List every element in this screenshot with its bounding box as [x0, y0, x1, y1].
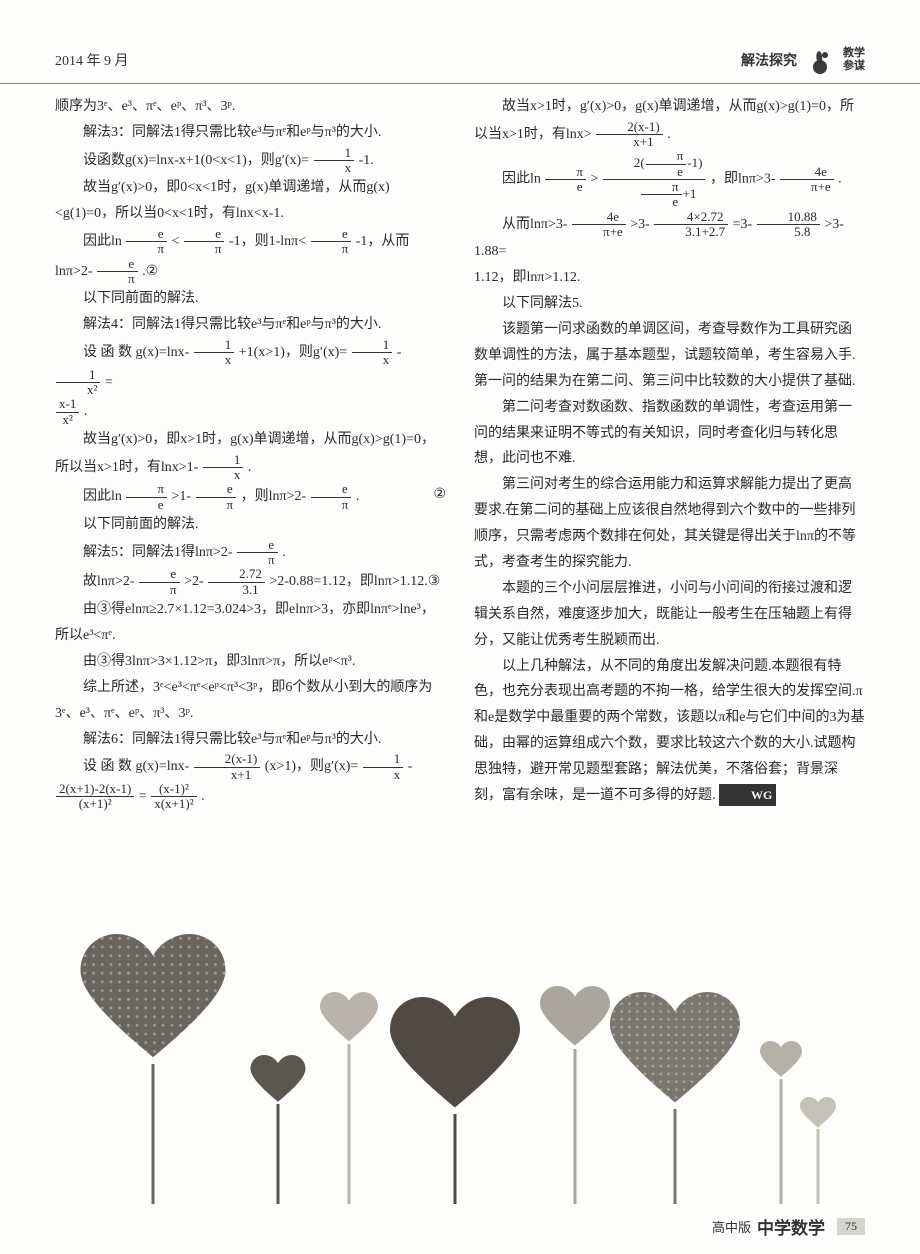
heart-item: [80, 934, 225, 1205]
page-footer: 高中版 中学数学 75: [712, 1214, 865, 1239]
fraction: 4×2.723.1+2.7: [654, 210, 728, 240]
header-tags: 教学 参谋: [843, 47, 865, 73]
hearts-decoration: [40, 944, 880, 1204]
text-line: 因此ln πe > 2(πe-1) πe+1 ，即lnπ>3- 4eπ+e .: [474, 149, 865, 209]
header-right: 解法探究 教学 参谋: [741, 45, 865, 75]
fraction: eπ: [237, 538, 278, 568]
text-paragraph: 本题的三个小问层层推进，小问与小问间的衔接过渡和逻辑关系自然，难度逐步加大，既能…: [474, 576, 865, 654]
text-line: 故当x>1时，g′(x)>0，g(x)单调递增，从而g(x)>g(1)=0，所以…: [474, 94, 865, 149]
fraction: eπ: [196, 482, 237, 512]
text-line: 解法6：同解法1得只需比较e³与πᵉ和eᵖ与π³的大小.: [55, 727, 446, 753]
text-line: 2(x+1)-2(x-1)(x+1)² = (x-1)²x(x+1)² .: [55, 782, 446, 812]
text-line: 设 函 数 g(x)=lnx- 2(x-1)x+1 (x>1)，则g′(x)= …: [55, 752, 446, 782]
text-line: 解法3：同解法1得只需比较e³与πᵉ和eᵖ与π³的大小.: [55, 120, 446, 146]
text-line: 设 函 数 g(x)=lnx- 1x +1(x>1)，则g′(x)= 1x - …: [55, 338, 446, 397]
heart-stem: [151, 1064, 154, 1204]
fraction: 2.723.1: [208, 567, 265, 597]
heart-item: [540, 986, 610, 1204]
page-header: 2014 年 9 月 解法探究 教学 参谋: [0, 0, 920, 84]
text-line: 以下同解法5.: [474, 291, 865, 317]
fraction: 1x: [352, 338, 393, 368]
right-column: 故当x>1时，g′(x)>0，g(x)单调递增，从而g(x)>g(1)=0，所以…: [474, 94, 865, 812]
heart-icon: [800, 1097, 836, 1129]
heart-item: [800, 1097, 836, 1204]
heart-item: [390, 997, 520, 1204]
fraction: x-1x²: [56, 397, 79, 427]
fraction: 1x²: [56, 368, 100, 398]
text-line: 故lnπ>2- eπ >2- 2.723.1 >2-0.88=1.12，即lnπ…: [55, 567, 446, 597]
fraction: eπ: [126, 227, 167, 257]
text-line: 因此ln eπ < eπ -1，则1-lnπ< eπ -1，从而lnπ>2- e…: [55, 227, 446, 286]
fraction: 10.885.8: [757, 210, 820, 240]
text-paragraph: 该题第一问求函数的单调区间，考查导数作为工具研究函数单调性的方法，属于基本题型，…: [474, 317, 865, 395]
fraction: 2(x+1)-2(x-1)(x+1)²: [56, 782, 134, 812]
text-line: 因此ln πe >1- eπ ，则lnπ>2- eπ . ②: [55, 482, 446, 512]
fraction: eπ: [97, 257, 138, 287]
heart-icon: [320, 992, 378, 1044]
text-line: 设函数g(x)=lnx-x+1(0<x<1)，则g′(x)= 1x -1.: [55, 146, 446, 176]
heart-item: [320, 992, 378, 1204]
text-line: 由③得elnπ≥2.7×1.12=3.024>3，即elnπ>3，亦即lnπᵉ>…: [55, 597, 446, 649]
heart-stem: [817, 1129, 820, 1204]
text-line: 解法5：同解法1得lnπ>2- eπ .: [55, 538, 446, 568]
text-paragraph: 第二问考查对数函数、指数函数的单调性，考查运用第一问的结果来证明不等式的有关知识…: [474, 395, 865, 473]
header-tag-1: 教学: [843, 47, 865, 60]
fraction: eπ: [311, 482, 352, 512]
header-date: 2014 年 9 月: [55, 50, 129, 70]
end-badge: WG: [719, 784, 776, 806]
text-paragraph: 以上几种解法，从不同的角度出发解决问题.本题很有特色，也充分表现出高考题的不拘一…: [474, 654, 865, 809]
page-number: 75: [837, 1218, 865, 1235]
fraction: 1x: [194, 338, 235, 368]
heart-stem: [674, 1109, 677, 1204]
left-column: 顺序为3ᵉ、e³、πᵉ、eᵖ、π³、3ᵖ. 解法3：同解法1得只需比较e³与πᵉ…: [55, 94, 446, 812]
fraction: eπ: [311, 227, 352, 257]
heart-stem: [348, 1044, 351, 1204]
fraction: eπ: [184, 227, 225, 257]
text-line: 由③得3lnπ>3×1.12>π，即3lnπ>π，所以eᵖ<π³.: [55, 649, 446, 675]
heart-icon: [610, 992, 740, 1109]
text-line: 故当g′(x)>0，即0<x<1时，g(x)单调递增，从而g(x)<g(1)=0…: [55, 175, 446, 227]
fraction: 1x: [363, 752, 404, 782]
text-line: 故当g′(x)>0，即x>1时，g(x)单调递增，从而g(x)>g(1)=0，所…: [55, 427, 446, 482]
fraction: 4eπ+e: [780, 165, 834, 195]
heart-icon: [760, 1041, 802, 1079]
heart-item: [250, 1055, 305, 1205]
heart-item: [760, 1041, 802, 1204]
content-area: 顺序为3ᵉ、e³、πᵉ、eᵖ、π³、3ᵖ. 解法3：同解法1得只需比较e³与πᵉ…: [0, 84, 920, 812]
header-icon: [805, 45, 835, 75]
heart-stem: [780, 1079, 783, 1204]
text-line: 顺序为3ᵉ、e³、πᵉ、eᵖ、π³、3ᵖ.: [55, 94, 446, 120]
text-line: 综上所述，3ᵉ<e³<πᵉ<eᵖ<π³<3ᵖ，即6个数从小到大的顺序为3ᵉ、e³…: [55, 675, 446, 727]
fraction: πe: [126, 482, 167, 512]
text-line: 以下同前面的解法.: [55, 512, 446, 538]
header-tag-2: 参谋: [843, 60, 865, 73]
heart-icon: [390, 997, 520, 1114]
text-line: 解法4：同解法1得只需比较e³与πᵉ和eᵖ与π³的大小.: [55, 312, 446, 338]
fraction: 4eπ+e: [572, 210, 626, 240]
text-line: 以下同前面的解法.: [55, 286, 446, 312]
heart-icon: [540, 986, 610, 1049]
fraction: 1x: [314, 146, 355, 176]
header-section: 解法探究: [741, 50, 797, 70]
heart-stem: [574, 1049, 577, 1204]
heart-icon: [250, 1055, 305, 1105]
heart-icon: [80, 934, 225, 1065]
equation-number: ②: [405, 482, 446, 508]
fraction: 2(πe-1) πe+1: [603, 149, 706, 209]
text-line: 1.12，即lnπ>1.12.: [474, 265, 865, 291]
text-line: x-1x² .: [55, 397, 446, 427]
fraction: eπ: [139, 567, 180, 597]
fraction: πe: [545, 165, 586, 195]
footer-magazine: 中学数学: [757, 1214, 825, 1239]
footer-edition: 高中版: [712, 1217, 751, 1236]
fraction: 2(x-1)x+1: [596, 120, 663, 150]
fraction: 2(x-1)x+1: [194, 752, 261, 782]
heart-stem: [276, 1104, 279, 1204]
heart-item: [610, 992, 740, 1204]
text-paragraph: 第三问对考生的综合运用能力和运算求解能力提出了更高要求.在第二问的基础上应该很自…: [474, 472, 865, 576]
text-line: 从而lnπ>3- 4eπ+e >3- 4×2.723.1+2.7 =3- 10.…: [474, 210, 865, 265]
fraction: 1x: [203, 453, 244, 483]
heart-stem: [454, 1114, 457, 1204]
fraction: (x-1)²x(x+1)²: [151, 782, 196, 812]
